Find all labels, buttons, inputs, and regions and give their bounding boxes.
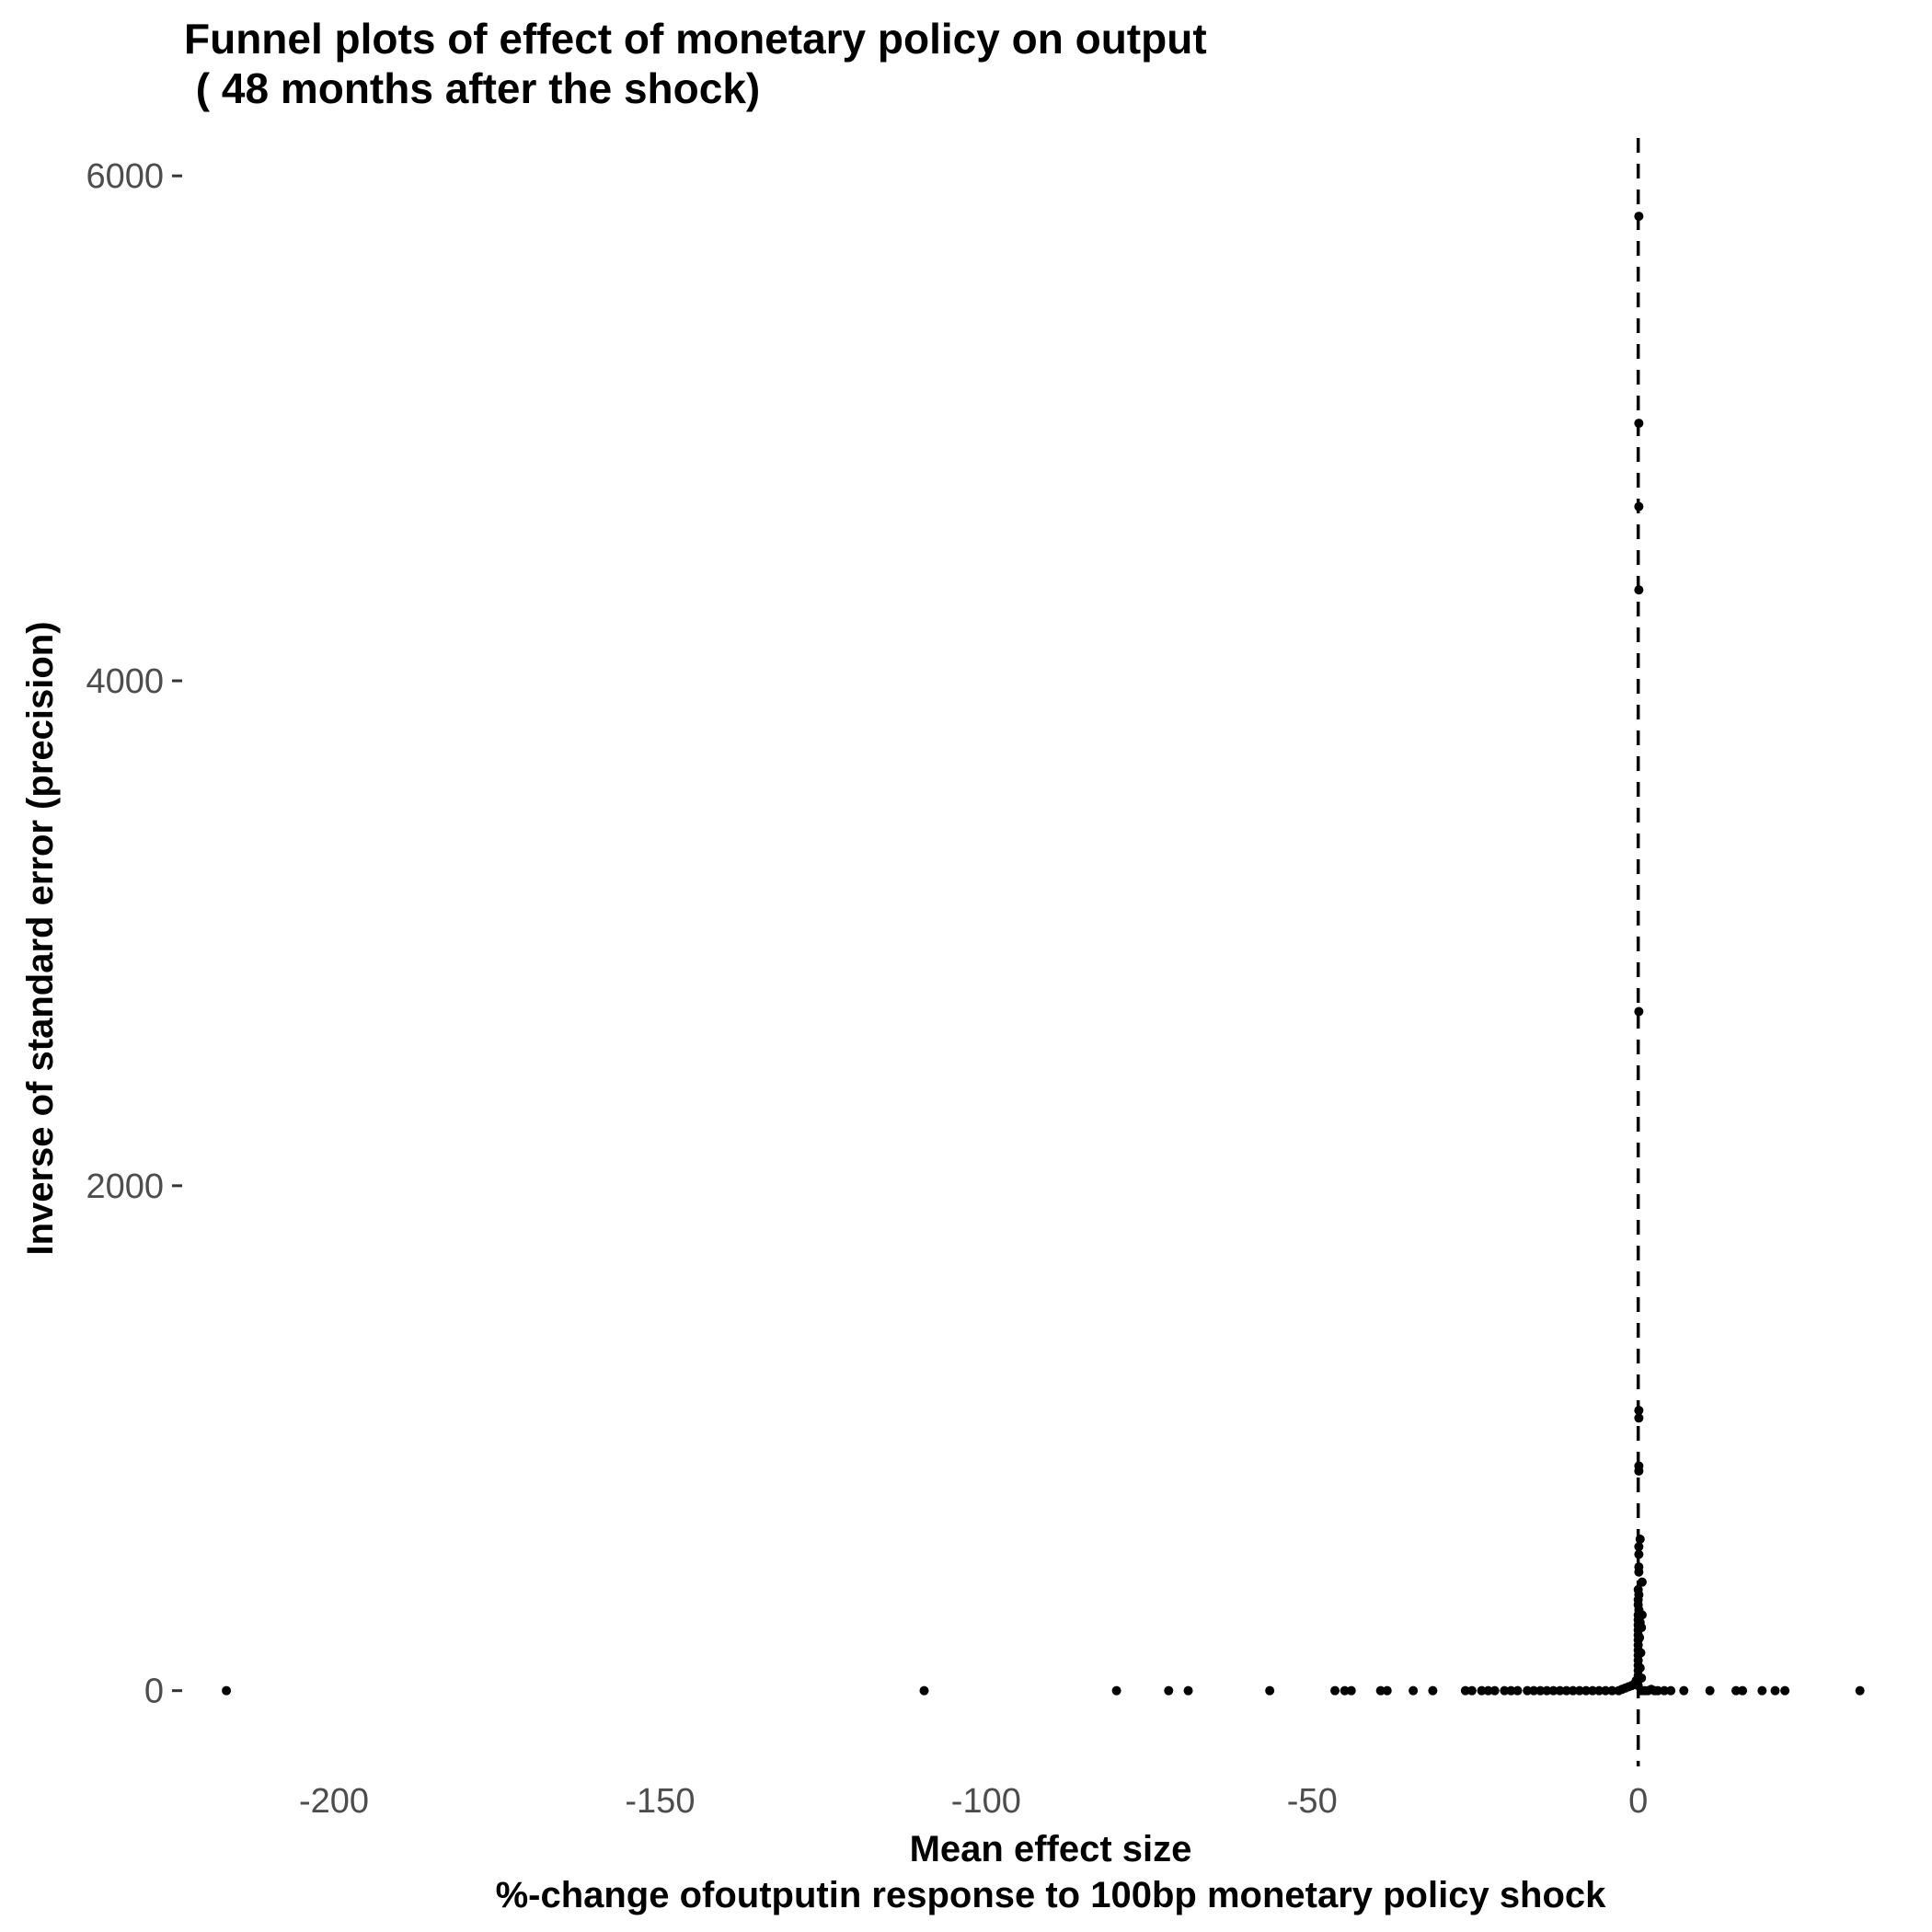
data-point [1731,1685,1741,1696]
data-point [1635,1633,1645,1643]
y-tick-label: 4000 [86,662,164,701]
data-point [1489,1685,1500,1696]
data-point [1581,1685,1591,1696]
data-point [1634,1549,1644,1559]
data-point [1601,1685,1611,1696]
data-point [1340,1685,1350,1696]
data-point [1770,1685,1780,1696]
data-point [1637,1673,1647,1683]
data-point [1635,1535,1645,1545]
data-point [1634,585,1644,595]
data-point [1506,1685,1516,1696]
chart-title-line2: ( 48 months after the shock) [184,64,760,112]
data-point [919,1685,929,1696]
y-axis-label: Inverse of standard error (precision) [20,621,61,1255]
data-point [1574,1685,1584,1696]
data-point [1466,1685,1477,1696]
data-point [1660,1685,1670,1696]
data-point [1652,1685,1662,1696]
data-point [1382,1685,1392,1696]
data-point [1757,1685,1767,1696]
data-point [1635,1662,1645,1673]
data-point [1512,1685,1523,1696]
data-point [1634,212,1644,222]
chart-title-line1: Funnel plots of effect of monetary polic… [184,15,1207,63]
data-point [1633,1584,1643,1594]
data-point [1183,1685,1193,1696]
data-point [1523,1685,1533,1696]
data-point [1330,1685,1340,1696]
y-tick-label: 6000 [86,157,164,196]
data-point [1780,1685,1790,1696]
data-point [1555,1685,1565,1696]
y-tick-label: 2000 [86,1167,164,1206]
data-point [1634,1413,1644,1423]
data-point [1164,1685,1174,1696]
data-point [1634,1461,1644,1471]
data-point [1483,1685,1493,1696]
data-point [1855,1685,1865,1696]
data-point [1738,1685,1748,1696]
x-axis-label-line1: Mean effect size [910,1829,1192,1869]
x-tick-label: -50 [1287,1782,1338,1821]
y-tick-label: 0 [144,1673,164,1711]
data-point [1634,1562,1644,1572]
data-point [1111,1685,1121,1696]
data-point [1346,1685,1356,1696]
data-point [1634,1542,1644,1552]
data-point [1635,1617,1645,1627]
data-point [1561,1685,1571,1696]
x-tick-label: 0 [1628,1782,1648,1821]
data-point [1428,1685,1438,1696]
data-point [1548,1685,1558,1696]
axis-ticks: 0 2000 4000 6000 -200 -150 -100 -50 0 [86,157,1648,1821]
data-point [1607,1685,1617,1696]
data-point [1634,1006,1644,1017]
data-point [1588,1685,1598,1696]
x-tick-label: -150 [625,1782,695,1821]
data-point [1477,1685,1487,1696]
data-point [1460,1685,1470,1696]
data-point [1634,419,1644,429]
x-tick-label: -200 [299,1782,369,1821]
data-point [1634,501,1644,512]
data-point [1542,1685,1552,1696]
data-point [1637,1610,1647,1620]
data-point [1568,1685,1578,1696]
data-point [1535,1685,1546,1696]
data-point [222,1685,232,1696]
plot-area [222,138,1865,1766]
data-point [1529,1685,1539,1696]
data-point [1637,1577,1647,1587]
data-point [1705,1685,1715,1696]
data-point [1636,1648,1646,1658]
data-point [1594,1685,1604,1696]
data-point [1666,1685,1676,1696]
data-point [1634,1406,1644,1416]
data-point [1265,1685,1275,1696]
x-axis-label-line2: %-change ofoutputin response to 100bp mo… [496,1875,1607,1915]
data-point [1375,1685,1386,1696]
x-tick-label: -100 [951,1782,1021,1821]
data-point [1679,1685,1689,1696]
data-point [1409,1685,1419,1696]
data-point [1500,1685,1510,1696]
